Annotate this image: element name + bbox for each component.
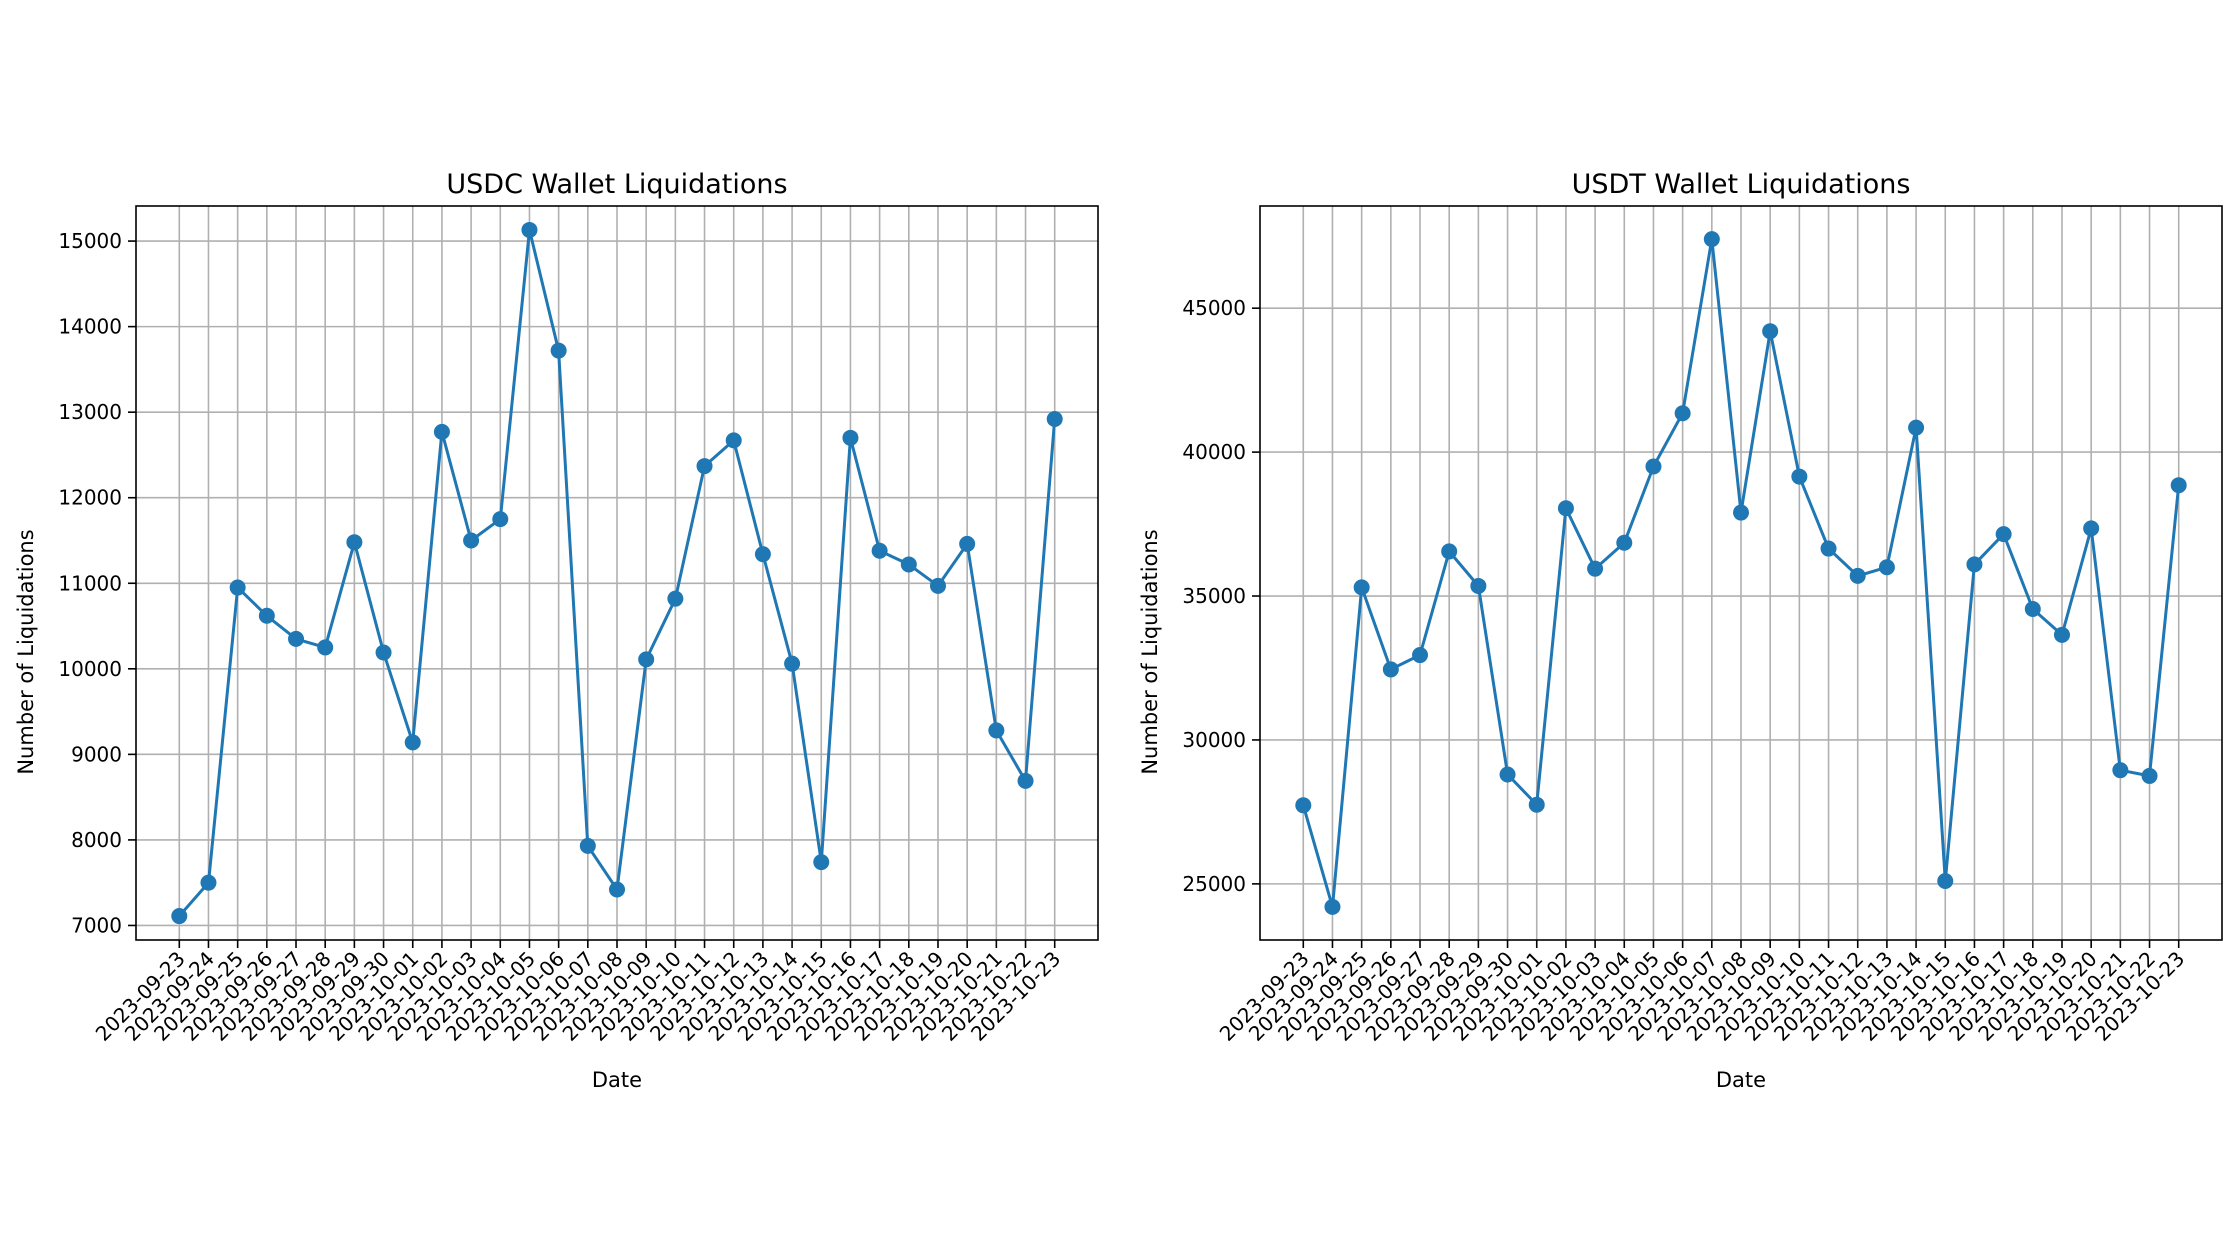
usdc-data-point [229, 579, 246, 596]
usdt-data-point [1441, 543, 1458, 560]
usdc-chart: USDC Wallet Liquidations Date Number of … [14, 169, 1099, 1092]
usdc-plot-area: 2023-09-232023-09-242023-09-252023-09-26… [58, 205, 1099, 1046]
usdc-chart-title: USDC Wallet Liquidations [446, 169, 787, 200]
usdc-data-point [521, 221, 538, 238]
usdc-y-tick-label: 13000 [58, 400, 122, 424]
usdt-plot-area: 2023-09-232023-09-242023-09-252023-09-26… [1182, 205, 2223, 1046]
usdt-data-point [1557, 500, 1574, 517]
usdt-data-point [1791, 468, 1808, 485]
usdc-data-point [667, 590, 684, 607]
usdc-y-tick-label: 15000 [58, 229, 122, 253]
usdc-data-point [988, 722, 1005, 739]
usdt-data-point [2024, 600, 2041, 617]
usdt-data-point [1908, 419, 1925, 436]
usdc-data-point [638, 651, 655, 668]
usdc-data-point [725, 432, 742, 449]
usdc-y-tick-label: 10000 [58, 657, 122, 681]
usdt-data-point [1616, 534, 1633, 551]
usdt-data-point [1412, 647, 1429, 664]
usdc-y-tick-label: 14000 [58, 315, 122, 339]
usdt-data-point [1762, 323, 1779, 340]
usdt-chart-title: USDT Wallet Liquidations [1572, 169, 1911, 200]
usdt-data-point [1674, 405, 1691, 422]
usdt-y-tick-label: 35000 [1182, 584, 1246, 608]
usdc-data-point [404, 734, 421, 751]
usdc-data-point [754, 546, 771, 563]
usdc-data-point [842, 429, 859, 446]
usdt-y-tick-label: 40000 [1182, 440, 1246, 464]
usdc-y-axis-label: Number of Liquidations [14, 529, 38, 774]
usdc-y-tick-label: 12000 [58, 486, 122, 510]
usdc-data-point [959, 535, 976, 552]
usdc-data-point [900, 556, 917, 573]
usdc-data-point [463, 532, 480, 549]
usdt-data-point [1295, 797, 1312, 814]
usdt-data-point [1353, 579, 1370, 596]
usdc-x-axis-label: Date [592, 1068, 642, 1092]
usdt-data-point [1878, 559, 1895, 576]
usdt-data-point [1528, 796, 1545, 813]
usdt-data-point [1995, 526, 2012, 543]
usdc-data-point [492, 511, 509, 528]
usdt-data-point [1937, 872, 1954, 889]
usdc-data-point [258, 607, 275, 624]
usdt-data-point [2083, 520, 2100, 537]
usdt-data-point [1499, 766, 1516, 783]
usdt-data-point [2112, 762, 2129, 779]
usdc-y-tick-label: 9000 [71, 742, 122, 766]
usdc-data-point [433, 423, 450, 440]
usdc-data-point [550, 342, 567, 359]
usdt-y-tick-label: 25000 [1182, 872, 1246, 896]
usdc-y-tick-label: 11000 [58, 571, 122, 595]
usdt-data-point [2141, 767, 2158, 784]
usdt-data-point [1733, 504, 1749, 521]
usdc-y-tick-label: 7000 [71, 913, 122, 937]
usdc-data-point [579, 837, 596, 854]
usdc-data-point [696, 458, 713, 475]
usdt-data-point [1587, 560, 1604, 577]
usdc-data-point [1046, 411, 1063, 428]
usdc-data-point [375, 644, 392, 661]
usdc-y-tick-label: 8000 [71, 828, 122, 852]
usdc-data-point [929, 577, 946, 594]
usdc-data-point [200, 874, 217, 891]
usdc-data-point [171, 908, 188, 925]
usdt-data-point [1703, 231, 1720, 248]
usdc-data-point [871, 542, 888, 559]
usdt-data-point [1820, 540, 1837, 557]
usdt-data-point [2053, 626, 2070, 643]
usdt-data-point [1382, 661, 1399, 678]
usdc-data-point [609, 881, 625, 898]
usdc-data-point [784, 655, 801, 672]
usdt-data-point [2170, 477, 2187, 494]
usdc-data-point [346, 534, 363, 551]
usdt-axes-frame [1259, 205, 2223, 941]
usdt-data-point [1966, 556, 1983, 573]
usdt-data-point [1849, 567, 1866, 584]
usdc-data-point [288, 630, 305, 647]
usdt-x-axis-label: Date [1716, 1068, 1766, 1092]
usdc-axes-frame [135, 205, 1099, 941]
usdc-data-point [317, 639, 334, 656]
usdt-data-point [1324, 898, 1341, 915]
usdt-data-point [1645, 458, 1662, 475]
usdc-data-point [813, 854, 830, 871]
usdt-y-tick-label: 45000 [1182, 296, 1246, 320]
usdt-chart: USDT Wallet Liquidations Date Number of … [1138, 169, 2223, 1092]
usdt-y-axis-label: Number of Liquidations [1138, 529, 1162, 774]
usdc-data-point [1017, 772, 1034, 789]
usdt-data-point [1470, 577, 1487, 594]
usdt-y-tick-label: 30000 [1182, 728, 1246, 752]
